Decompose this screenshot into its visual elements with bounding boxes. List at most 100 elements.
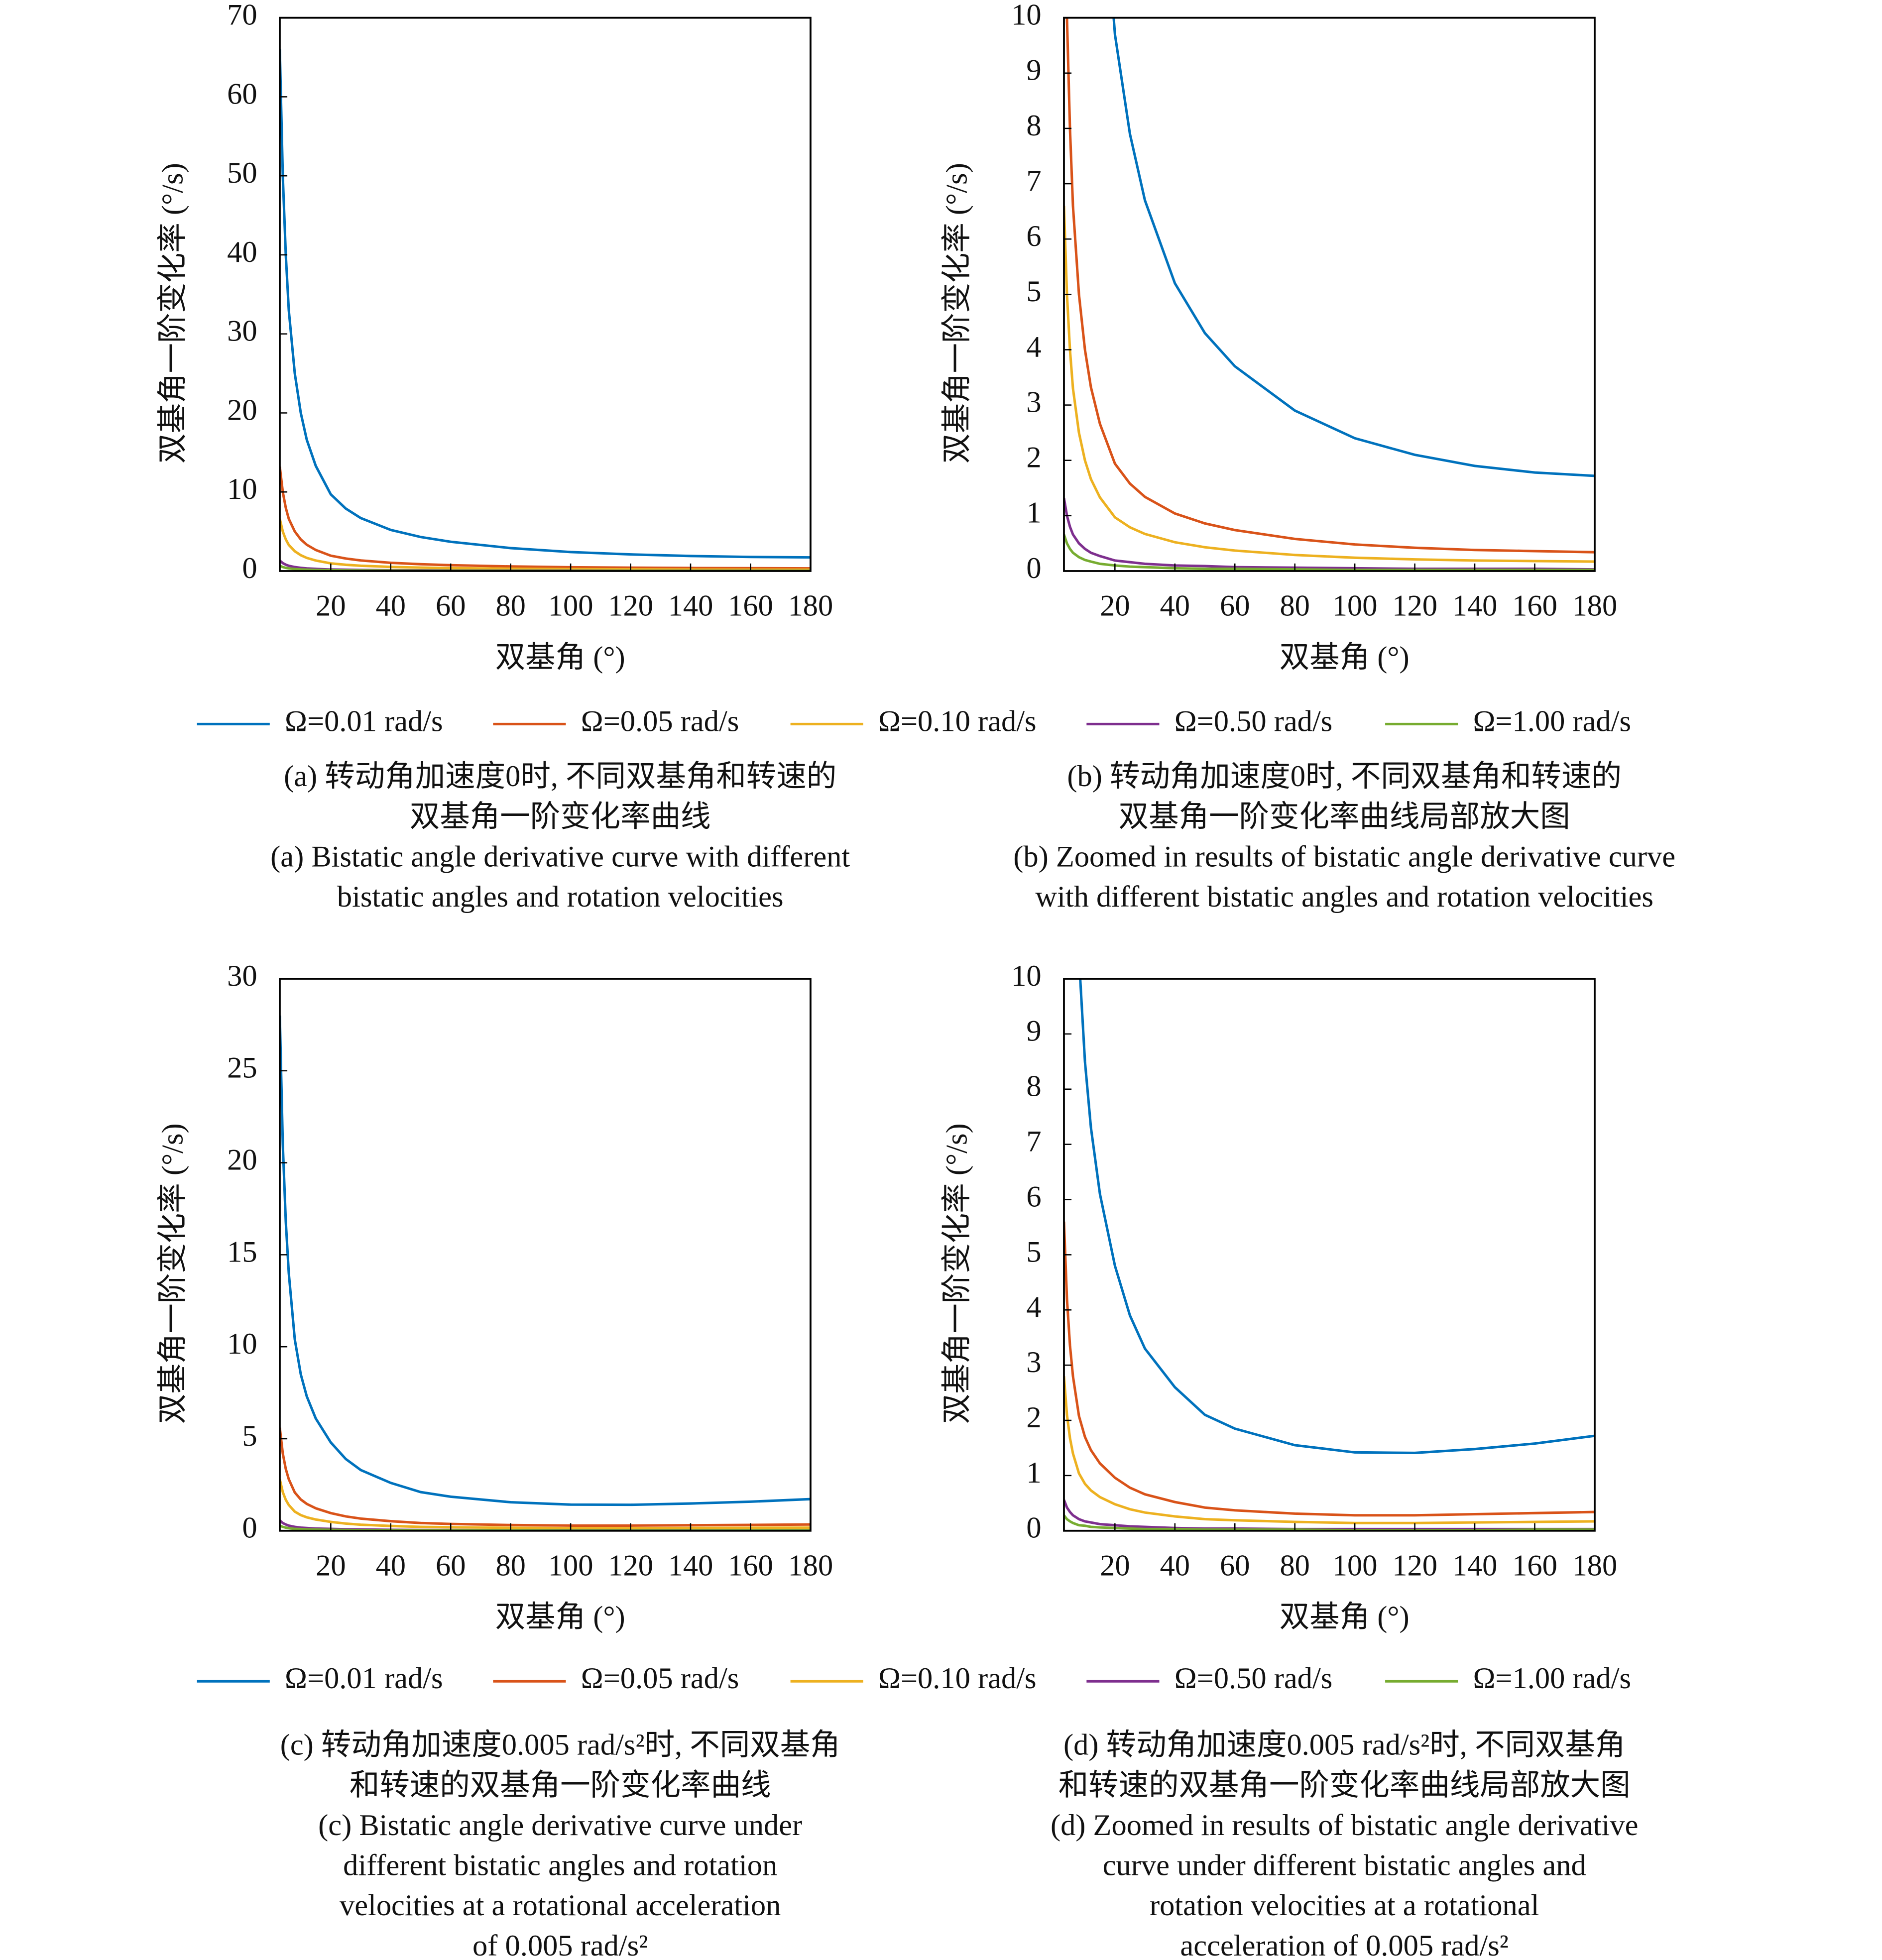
caption-line: acceleration of 0.005 rad/s² <box>1180 1929 1509 1960</box>
x-axis-label: 双基角 (°) <box>1280 641 1410 674</box>
caption-line: 双基角一阶变化率曲线 <box>410 800 711 833</box>
legend-label: Ω=1.00 rad/s <box>1473 704 1631 738</box>
y-tick-label: 20 <box>227 393 257 427</box>
x-tick-label: 80 <box>1280 589 1309 622</box>
caption-line: with different bistatic angles and rotat… <box>1035 880 1653 914</box>
y-tick-label: 3 <box>1026 385 1041 419</box>
y-tick-label: 6 <box>1026 1180 1041 1213</box>
data-line <box>279 1015 811 1506</box>
y-tick-label: 10 <box>1011 0 1041 32</box>
x-tick-label: 20 <box>1100 589 1130 622</box>
data-line <box>279 1479 811 1530</box>
y-tick-label: 0 <box>242 1511 257 1545</box>
x-tick-label: 60 <box>436 589 466 622</box>
legend-label: Ω=1.00 rad/s <box>1473 1662 1631 1695</box>
x-tick-label: 140 <box>668 1549 713 1582</box>
y-tick-label: 5 <box>1026 275 1041 308</box>
caption-line: rotation velocities at a rotational <box>1150 1889 1539 1922</box>
data-line <box>1063 534 1595 571</box>
y-tick-label: 10 <box>227 1327 257 1361</box>
x-tick-label: 40 <box>1160 1549 1190 1582</box>
x-tick-label: 100 <box>548 1549 593 1582</box>
y-tick-label: 30 <box>227 315 257 348</box>
x-tick-label: 180 <box>1572 589 1618 622</box>
x-tick-label: 120 <box>1392 1549 1437 1582</box>
x-tick-label: 140 <box>668 589 713 622</box>
data-line <box>279 1427 811 1527</box>
x-tick-label: 20 <box>316 1549 346 1582</box>
y-tick-label: 8 <box>1026 109 1041 142</box>
legend-label: Ω=0.05 rad/s <box>581 1662 739 1695</box>
y-tick-label: 60 <box>227 77 257 111</box>
legend-label: Ω=0.01 rad/s <box>285 1662 443 1695</box>
y-tick-label: 9 <box>1026 54 1041 87</box>
legend-label: Ω=0.50 rad/s <box>1175 1662 1333 1695</box>
x-tick-label: 20 <box>1100 1549 1130 1582</box>
x-tick-label: 80 <box>495 589 525 622</box>
caption-line: (a) 转动角加速度0时, 不同双基角和转速的 <box>284 760 836 793</box>
y-tick-label: 25 <box>227 1051 257 1085</box>
plot-frame <box>279 978 812 1532</box>
y-tick-label: 20 <box>227 1143 257 1176</box>
x-tick-label: 60 <box>1220 589 1250 622</box>
x-tick-label: 100 <box>1332 589 1378 622</box>
y-tick-label: 10 <box>1011 959 1041 993</box>
x-tick-label: 120 <box>1392 589 1437 622</box>
data-line <box>1065 17 1595 554</box>
caption-line: velocities at a rotational acceleration <box>340 1889 781 1922</box>
y-tick-label: 10 <box>227 472 257 506</box>
y-tick-label: 70 <box>227 0 257 32</box>
y-tick-label: 3 <box>1026 1346 1041 1379</box>
x-tick-label: 160 <box>728 589 773 622</box>
x-tick-label: 100 <box>1332 1549 1378 1582</box>
x-axis-label: 双基角 (°) <box>1280 1601 1410 1634</box>
data-line <box>279 49 811 559</box>
x-axis-label: 双基角 (°) <box>495 641 625 674</box>
plot-frame <box>1063 978 1596 1532</box>
caption-line: (d) Zoomed in results of bistatic angle … <box>1051 1809 1638 1842</box>
data-line <box>279 466 811 570</box>
y-tick-label: 7 <box>1026 1125 1041 1158</box>
y-axis-label: 双基角一阶变化率 (°/s) <box>156 163 190 463</box>
x-tick-label: 40 <box>1160 589 1190 622</box>
plot-frame <box>279 16 812 572</box>
x-tick-label: 120 <box>608 589 653 622</box>
y-axis-label: 双基角一阶变化率 (°/s) <box>156 1123 190 1424</box>
data-line <box>279 518 811 571</box>
y-tick-label: 5 <box>242 1419 257 1453</box>
caption-line: different bistatic angles and rotation <box>343 1849 777 1882</box>
caption-line: 和转速的双基角一阶变化率曲线局部放大图 <box>1059 1768 1631 1802</box>
caption-line: of 0.005 rad/s² <box>472 1929 648 1960</box>
y-axis-label: 双基角一阶变化率 (°/s) <box>941 163 974 463</box>
caption-line: curve under different bistatic angles an… <box>1103 1849 1586 1882</box>
x-tick-label: 80 <box>1280 1549 1309 1582</box>
caption-line: (b) 转动角加速度0时, 不同双基角和转速的 <box>1067 760 1622 793</box>
legend-label: Ω=0.05 rad/s <box>581 704 739 738</box>
caption-line: 和转速的双基角一阶变化率曲线 <box>350 1768 771 1802</box>
y-tick-label: 1 <box>1026 1456 1041 1490</box>
data-line <box>1063 1376 1595 1524</box>
data-line <box>1063 1221 1595 1517</box>
y-tick-label: 0 <box>242 552 257 585</box>
x-tick-label: 40 <box>376 589 406 622</box>
y-tick-label: 15 <box>227 1235 257 1268</box>
x-tick-label: 80 <box>495 1549 525 1582</box>
x-tick-label: 120 <box>608 1549 653 1582</box>
caption-line: (c) 转动角加速度0.005 rad/s²时, 不同双基角 <box>280 1729 840 1762</box>
y-tick-label: 4 <box>1026 330 1041 363</box>
x-tick-label: 100 <box>548 589 593 622</box>
x-tick-label: 60 <box>436 1549 466 1582</box>
x-axis-label: 双基角 (°) <box>495 1601 625 1634</box>
caption-line: bistatic angles and rotation velocities <box>337 880 784 914</box>
legend-label: Ω=0.10 rad/s <box>878 704 1037 738</box>
data-line <box>1063 206 1595 563</box>
legend-label: Ω=0.10 rad/s <box>878 1662 1037 1695</box>
y-tick-label: 0 <box>1026 552 1041 585</box>
caption-line: (b) Zoomed in results of bistatic angle … <box>1013 840 1675 873</box>
y-tick-label: 0 <box>1026 1511 1041 1545</box>
caption-line: (d) 转动角加速度0.005 rad/s²时, 不同双基角 <box>1063 1729 1625 1762</box>
x-tick-label: 180 <box>788 1549 833 1582</box>
y-tick-label: 9 <box>1026 1015 1041 1048</box>
x-tick-label: 60 <box>1220 1549 1250 1582</box>
